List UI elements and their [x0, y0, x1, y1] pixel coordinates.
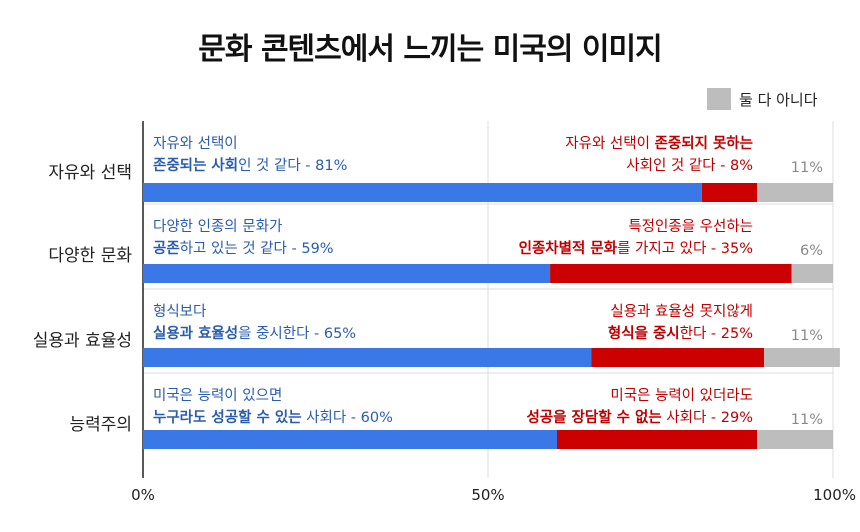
negative-annotation-line2: 형식을 중시한다 - 25% [608, 325, 753, 342]
negative-annotation-line1: 미국은 능력이 있더라도 [610, 387, 753, 404]
category-label: 다양한 문화 [48, 246, 132, 266]
negative-annotation-line1: 특정인종을 우선하는 [628, 218, 753, 235]
bar-negative-3 [591, 348, 764, 367]
bar-positive-4 [143, 430, 557, 449]
positive-annotation-line2: 존중되는 사회인 것 같다 - 81% [153, 157, 347, 174]
bar-negative-1 [701, 183, 758, 202]
bar-neither-1 [757, 183, 833, 202]
neither-annotation: 11% [791, 160, 823, 176]
bar-neither-3 [764, 348, 840, 367]
bar-positive-2 [143, 264, 551, 283]
neither-annotation: 6% [800, 243, 823, 259]
neither-annotation: 11% [791, 412, 823, 428]
negative-annotation-line2: 인종차별적 문화를 가지고 있다 - 35% [519, 239, 753, 257]
positive-annotation-line2: 실용과 효율성을 중시한다 - 65% [153, 324, 356, 342]
negative-annotation-line2: 사회인 것 같다 - 8% [626, 157, 753, 174]
category-label: 실용과 효율성 [33, 331, 132, 351]
bar-neither-2 [791, 264, 833, 283]
positive-annotation-line1: 자유와 선택이 [153, 135, 238, 152]
positive-annotation-line1: 형식보다 [153, 303, 206, 320]
chart-title: 문화 콘텐츠에서 느끼는 미국의 이미지 [198, 32, 662, 67]
neither-annotation: 11% [791, 328, 823, 344]
bar-neither-4 [757, 430, 833, 449]
legend-label-neither: 둘 다 아니다 [739, 90, 818, 109]
category-label: 능력주의 [69, 415, 132, 435]
x-tick-label: 100% [813, 486, 856, 504]
negative-annotation-line1: 자유와 선택이 존중되지 못하는 [565, 135, 753, 152]
x-tick-label: 50% [471, 486, 504, 504]
legend: 둘 다 아니다 [707, 88, 818, 110]
bar-negative-2 [550, 264, 792, 283]
x-tick-label: 0% [131, 486, 155, 504]
negative-annotation-line2: 성공을 장담할 수 없는 사회다 - 29% [526, 408, 753, 426]
negative-annotation-line1: 실용과 효율성 못지않게 [610, 303, 753, 320]
positive-annotation-line2: 공존하고 있는 것 같다 - 59% [153, 240, 334, 257]
positive-annotation-line1: 미국은 능력이 있으면 [153, 387, 282, 404]
legend-swatch-neither [707, 88, 731, 110]
bar-positive-3 [143, 348, 592, 367]
category-label: 자유와 선택 [48, 163, 132, 183]
positive-annotation-line2: 누구라도 성공할 수 있는 사회다 - 60% [153, 408, 393, 426]
positive-annotation-line1: 다양한 인종의 문화가 [153, 218, 282, 235]
bar-negative-4 [557, 430, 758, 449]
bar-positive-1 [143, 183, 702, 202]
